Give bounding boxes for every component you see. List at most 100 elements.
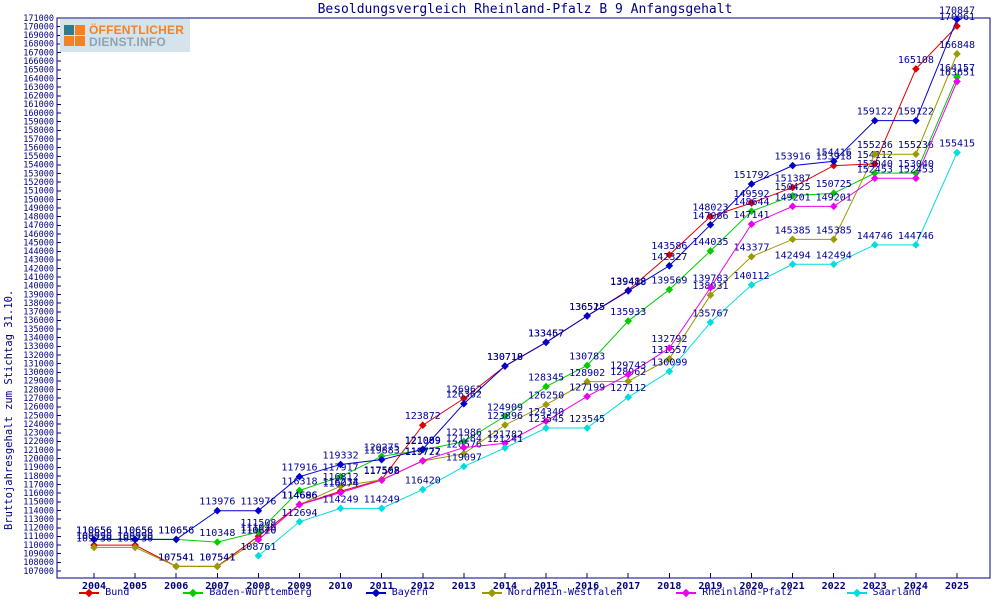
- data-label-bayern: 119332: [323, 450, 359, 461]
- data-marker-bayern: [172, 535, 181, 544]
- x-tick-label: 2005: [123, 581, 147, 592]
- y-tick-label: 114000: [23, 506, 54, 516]
- data-label-bayern: 110656: [76, 525, 112, 536]
- data-marker-saarland: [706, 318, 715, 327]
- data-marker-baden-w-rttemberg: [501, 412, 509, 421]
- data-label-bayern: 139418: [610, 277, 646, 288]
- y-tick-label: 109000: [23, 550, 54, 560]
- data-label-bayern: 126362: [446, 390, 482, 401]
- data-label-baden-w-rttemberg: 110656: [117, 525, 153, 536]
- data-label-saarland: 155415: [939, 139, 975, 150]
- data-label-rheinland-pfalz: 149201: [816, 192, 852, 203]
- legend-marker-rheinland-pfalz: [676, 588, 697, 597]
- y-tick-label: 147000: [23, 221, 54, 231]
- data-label-baden-w-rttemberg: 164157: [939, 63, 975, 74]
- data-marker-baden-w-rttemberg: [295, 486, 304, 495]
- data-marker-saarland: [377, 504, 386, 513]
- data-marker-saarland: [829, 260, 838, 269]
- y-tick-label: 143000: [23, 256, 54, 266]
- legend-marker-bayern: [365, 588, 386, 597]
- data-label-rheinland-pfalz: 152453: [898, 164, 934, 175]
- data-label-nordrhein-westfalen: 107541: [199, 552, 235, 563]
- data-marker-bayern: [418, 445, 427, 454]
- x-tick-label: 2010: [329, 581, 353, 592]
- data-marker-rheinland-pfalz: [912, 174, 920, 183]
- data-label-bund: 111020: [240, 522, 276, 533]
- x-tick-label: 2004: [82, 581, 106, 592]
- data-label-saarland: 123545: [528, 414, 564, 425]
- y-tick-label: 146000: [23, 230, 54, 240]
- legend-item-baden-w-rttemberg: Baden-Württemberg: [183, 587, 312, 598]
- data-marker-saarland: [870, 241, 879, 249]
- y-tick-label: 141000: [23, 273, 54, 283]
- series-nordrhein-westfalen: 109730 109730 107541 107541 110620 114696 1168…: [76, 40, 975, 571]
- data-label-bund: 143586: [651, 241, 687, 252]
- data-label-baden-w-rttemberg: 130783: [569, 352, 605, 363]
- data-marker-baden-w-rttemberg: [706, 247, 715, 255]
- data-label-baden-w-rttemberg: 124909: [487, 402, 523, 413]
- data-marker-rheinland-pfalz: [336, 488, 345, 497]
- y-tick-label: 124000: [23, 420, 54, 430]
- data-label-bayern: 154416: [816, 147, 852, 158]
- data-label-rheinland-pfalz: 147141: [733, 210, 769, 221]
- data-marker-bayern: [912, 116, 920, 125]
- y-tick-label: 136000: [23, 316, 54, 326]
- data-label-bayern: 119883: [364, 446, 400, 457]
- y-tick-label: 170000: [23, 22, 54, 32]
- data-label-nordrhein-westfalen: 109730: [76, 533, 112, 544]
- data-label-nordrhein-westfalen: 114696: [281, 491, 317, 502]
- data-label-saarland: 114249: [364, 494, 400, 505]
- data-marker-baden-w-rttemberg: [829, 189, 838, 198]
- y-tick-label: 154000: [23, 161, 54, 171]
- y-tick-label: 144000: [23, 247, 54, 257]
- data-marker-bayern: [829, 157, 838, 166]
- y-tick-label: 160000: [23, 109, 54, 119]
- data-label-bund: 123872: [405, 411, 441, 422]
- y-tick-label: 164000: [23, 74, 54, 84]
- y-tick-label: 158000: [23, 126, 54, 136]
- data-label-bayern: 130718: [487, 352, 523, 363]
- data-label-bund: 139488: [610, 276, 646, 287]
- y-tick-label: 168000: [23, 40, 54, 50]
- data-marker-bayern: [377, 455, 386, 464]
- data-marker-bayern: [706, 220, 715, 229]
- data-marker-nordrhein-westfalen: [542, 400, 550, 409]
- y-tick-label: 169000: [23, 31, 54, 41]
- y-tick-label: 163000: [23, 83, 54, 93]
- series-line-saarland: [258, 152, 958, 557]
- data-marker-nordrhein-westfalen: [870, 150, 879, 159]
- data-label-saarland: 112694: [281, 508, 317, 519]
- x-tick-label: 2018: [657, 581, 681, 592]
- x-tick-label: 2011: [370, 581, 394, 592]
- data-marker-saarland: [747, 281, 756, 289]
- y-tick-label: 162000: [23, 92, 54, 102]
- data-label-bayern: 121089: [405, 435, 441, 446]
- y-tick-label: 148000: [23, 213, 54, 223]
- data-marker-baden-w-rttemberg: [542, 382, 550, 391]
- data-marker-saarland: [418, 485, 427, 494]
- series-bayern: 110656 110656 110656 113976 113976 117916 1193…: [76, 5, 975, 544]
- data-marker-rheinland-pfalz: [953, 77, 961, 86]
- data-marker-saarland: [665, 367, 674, 376]
- legend-item-saarland: Saarland: [846, 587, 921, 598]
- y-tick-label: 123000: [23, 429, 54, 439]
- data-label-rheinland-pfalz: 152453: [857, 164, 893, 175]
- data-label-rheinland-pfalz: 127199: [569, 382, 605, 393]
- data-marker-baden-w-rttemberg: [912, 169, 920, 178]
- data-label-saarland: 142494: [816, 250, 852, 261]
- data-label-bayern: 142327: [651, 252, 687, 263]
- data-marker-rheinland-pfalz: [542, 417, 550, 425]
- data-label-rheinland-pfalz: 114686: [281, 491, 317, 502]
- data-label-rheinland-pfalz: 132792: [651, 334, 687, 345]
- y-tick-label: 111000: [23, 532, 54, 542]
- legend-label-baden-w-rttemberg: Baden-Württemberg: [209, 587, 312, 598]
- data-marker-baden-w-rttemberg: [213, 538, 222, 546]
- y-tick-label: 122000: [23, 437, 54, 447]
- y-tick-label: 107000: [23, 567, 54, 577]
- data-marker-bayern: [870, 116, 879, 125]
- data-label-saarland: 121241: [487, 434, 523, 445]
- data-label-rheinland-pfalz: 117508: [364, 466, 400, 477]
- y-tick-label: 145000: [23, 238, 54, 248]
- y-tick-label: 131000: [23, 359, 54, 369]
